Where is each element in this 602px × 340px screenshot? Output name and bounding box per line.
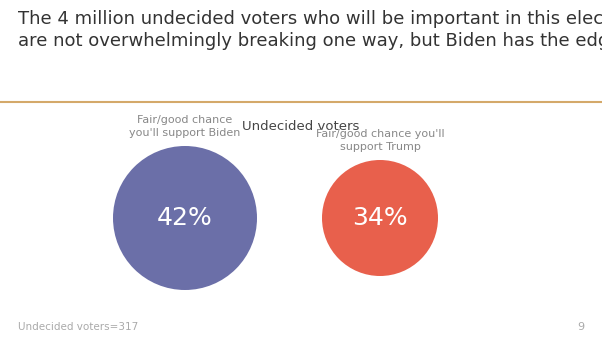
Text: Undecided voters=317: Undecided voters=317 <box>18 322 138 332</box>
Text: The 4 million undecided voters who will be important in this election: The 4 million undecided voters who will … <box>18 10 602 28</box>
Text: Undecided voters: Undecided voters <box>243 120 359 133</box>
Text: 34%: 34% <box>352 206 408 230</box>
Text: Fair/good chance
you'll support Biden: Fair/good chance you'll support Biden <box>129 115 241 138</box>
Text: Fair/good chance you'll
support Trump: Fair/good chance you'll support Trump <box>315 129 444 152</box>
Text: 9: 9 <box>577 322 584 332</box>
Ellipse shape <box>113 146 257 290</box>
Text: are not overwhelmingly breaking one way, but Biden has the edge: are not overwhelmingly breaking one way,… <box>18 32 602 50</box>
Text: 42%: 42% <box>157 206 213 230</box>
Ellipse shape <box>322 160 438 276</box>
